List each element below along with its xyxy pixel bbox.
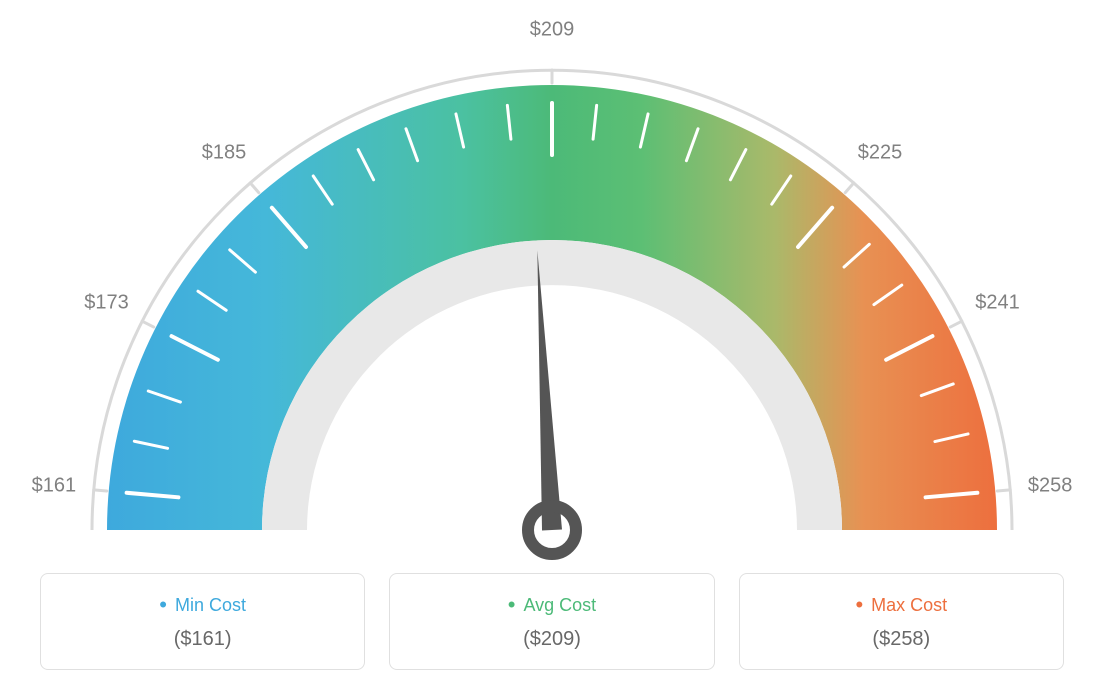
max-cost-value: ($258) [752, 628, 1051, 651]
summary-cards: Min Cost ($161) Avg Cost ($209) Max Cost… [40, 573, 1064, 670]
gauge-tick-label: $225 [858, 141, 903, 164]
gauge-tick-label: $209 [530, 19, 575, 42]
max-cost-label: Max Cost [752, 592, 1051, 618]
min-cost-label: Min Cost [53, 592, 352, 618]
gauge-tick-label: $241 [975, 292, 1020, 315]
min-cost-card: Min Cost ($161) [40, 573, 365, 670]
max-cost-card: Max Cost ($258) [739, 573, 1064, 670]
avg-cost-value: ($209) [402, 628, 701, 651]
avg-cost-card: Avg Cost ($209) [389, 573, 714, 670]
gauge-svg [0, 0, 1104, 560]
gauge-chart-container: $161 $173 $185 $209 $225 $241 $258 Min Cost ($… [0, 0, 1104, 690]
gauge-tick-label: $185 [202, 141, 247, 164]
gauge-tick-label: $173 [84, 292, 129, 315]
gauge-tick-label: $258 [1028, 475, 1073, 498]
min-cost-value: ($161) [53, 628, 352, 651]
gauge-area: $161 $173 $185 $209 $225 $241 $258 [0, 0, 1104, 560]
avg-cost-label: Avg Cost [402, 592, 701, 618]
gauge-tick-label: $161 [32, 475, 77, 498]
